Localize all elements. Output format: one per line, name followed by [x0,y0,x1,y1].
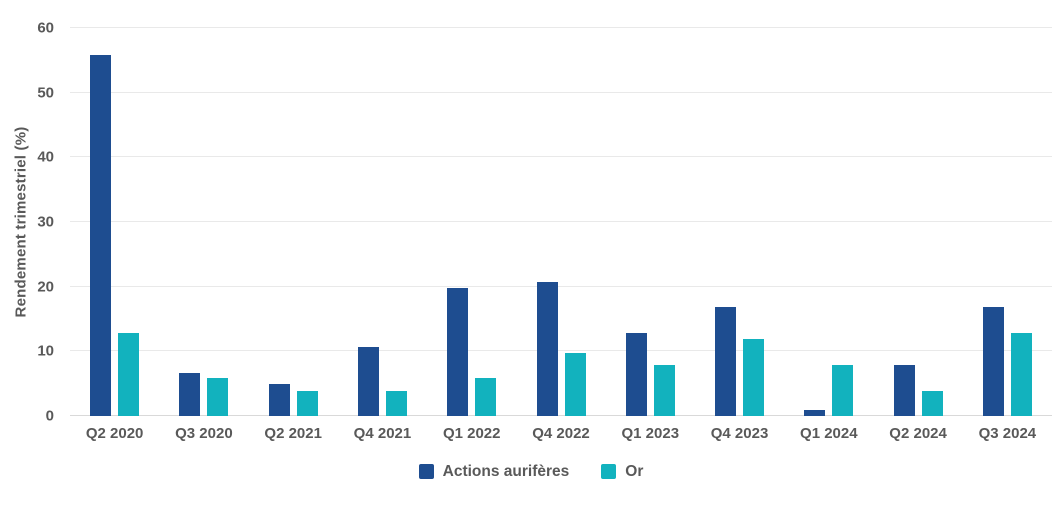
bar-series-0-q2-2024 [893,364,915,416]
x-tick-label: Q4 2023 [710,425,769,442]
bar-series-0-q3-2020 [179,372,201,416]
bar-series-0-q2-2021 [268,384,290,416]
x-tick-label: Q2 2020 [85,425,144,442]
x-tick-label: Q4 2022 [532,425,590,442]
legend-swatch-icon [418,464,434,480]
x-tick-label: Q1 2024 [800,425,858,442]
bar-series-1-q4-2023 [743,339,765,416]
bar-series-1-q2-2024 [921,390,943,416]
gridline [70,221,1052,222]
gridline [70,91,1052,93]
x-tick-label: Q1 2022 [442,425,501,442]
gridline [70,156,1052,158]
bar-series-0-q4-2021 [357,346,379,416]
bar-series-1-q4-2021 [385,390,407,416]
bar-series-0-q1-2023 [625,332,647,416]
legend: Actions aurifères Or [0,464,1062,480]
legend-item-0: Actions aurifères [418,463,570,480]
bar-series-1-q3-2020 [207,377,229,416]
y-tick-label: 0 [45,407,54,425]
bar-series-1-q1-2022 [475,377,497,416]
legend-item-1: Or [601,464,643,480]
x-tick-label: Q3 2020 [175,425,233,442]
plot-area [70,27,1052,416]
bar-series-1-q2-2020 [118,332,140,416]
bar-series-0-q1-2024 [804,410,826,416]
y-tick-label: 30 [37,213,54,231]
gridline [70,285,1052,287]
x-tick-label: Q2 2021 [264,425,322,442]
y-tick-label: 50 [37,84,54,102]
bar-series-0-q1-2022 [447,287,469,416]
bar-series-1-q1-2023 [653,364,675,416]
legend-swatch-icon [601,464,617,480]
gridline [70,350,1052,352]
x-tick-label: Q3 2024 [978,425,1037,442]
x-axis-baseline [70,415,1052,416]
y-tick-label: 20 [37,278,54,296]
y-tick-label: 60 [37,19,54,37]
bar-series-0-q2-2020 [90,54,112,416]
x-tick-label: Q2 2024 [889,425,947,442]
legend-label: Actions aurifères [442,463,570,480]
x-tick-label: Q1 2023 [621,425,680,442]
bar-series-1-q4-2022 [564,352,586,416]
bar-series-0-q3-2024 [982,306,1004,416]
bar-series-1-q3-2024 [1010,332,1032,416]
legend-label: Or [625,463,644,480]
bar-series-0-q4-2023 [715,306,737,416]
x-tick-label: Q4 2021 [353,425,412,442]
y-tick-label: 40 [37,148,54,166]
y-tick-label: 10 [37,342,54,360]
bar-series-0-q4-2022 [536,281,558,416]
bar-series-1-q1-2024 [832,364,854,416]
gridline [70,27,1052,28]
bar-series-1-q2-2021 [296,390,318,416]
